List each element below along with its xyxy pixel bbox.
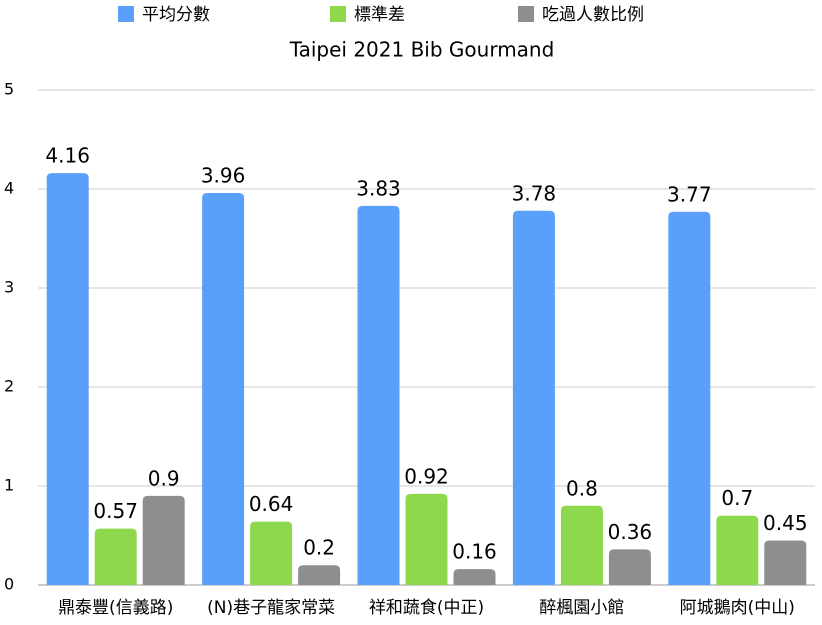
bar (453, 569, 496, 585)
value-label: 0.9 (148, 466, 180, 490)
bar (357, 205, 400, 585)
x-tick-label: 醉楓園小館 (539, 598, 624, 618)
legend-swatch (330, 6, 346, 22)
y-tick-label: 2 (4, 377, 14, 396)
bar (560, 505, 603, 585)
legend-swatch (118, 6, 134, 22)
value-label: 0.2 (303, 536, 335, 560)
x-tick-label: 鼎泰豐(信義路) (58, 598, 173, 618)
value-label: 0.45 (763, 511, 808, 535)
bar (298, 565, 341, 585)
chart-title: Taipei 2021 Bib Gourmand (289, 38, 555, 62)
legend-label: 標準差 (354, 5, 405, 25)
value-label: 3.77 (667, 182, 712, 206)
value-label: 0.57 (93, 499, 138, 523)
value-label: 3.78 (512, 181, 557, 205)
value-label: 0.8 (566, 476, 598, 500)
bar (716, 515, 759, 585)
x-tick-label: 阿城鵝肉(中山) (680, 598, 795, 618)
x-tick-label: (N)巷子龍家常菜 (207, 598, 335, 618)
y-tick-label: 3 (4, 278, 14, 297)
bar (764, 540, 807, 585)
legend-label: 平均分數 (142, 5, 210, 25)
legend-label: 吃過人數比例 (542, 5, 644, 25)
y-tick-label: 4 (4, 179, 14, 198)
bar (202, 192, 245, 585)
y-tick-label: 5 (4, 80, 14, 99)
bar (142, 495, 185, 585)
value-label: 0.64 (249, 492, 294, 516)
bar (608, 549, 651, 585)
value-label: 4.16 (45, 144, 90, 168)
bar (94, 528, 137, 585)
y-tick-label: 1 (4, 476, 14, 495)
bar (512, 210, 555, 585)
value-label: 0.16 (452, 540, 497, 564)
value-label: 0.7 (721, 486, 753, 510)
bar (46, 173, 89, 585)
legend-swatch (518, 6, 534, 22)
y-tick-label: 0 (4, 575, 14, 594)
value-label: 3.83 (356, 176, 401, 200)
value-label: 0.36 (608, 520, 653, 544)
value-label: 0.92 (404, 464, 449, 488)
x-tick-label: 祥和蔬食(中正) (369, 598, 484, 618)
value-label: 3.96 (201, 163, 246, 187)
bar (668, 211, 711, 585)
bar (250, 521, 293, 585)
bar (405, 493, 448, 585)
